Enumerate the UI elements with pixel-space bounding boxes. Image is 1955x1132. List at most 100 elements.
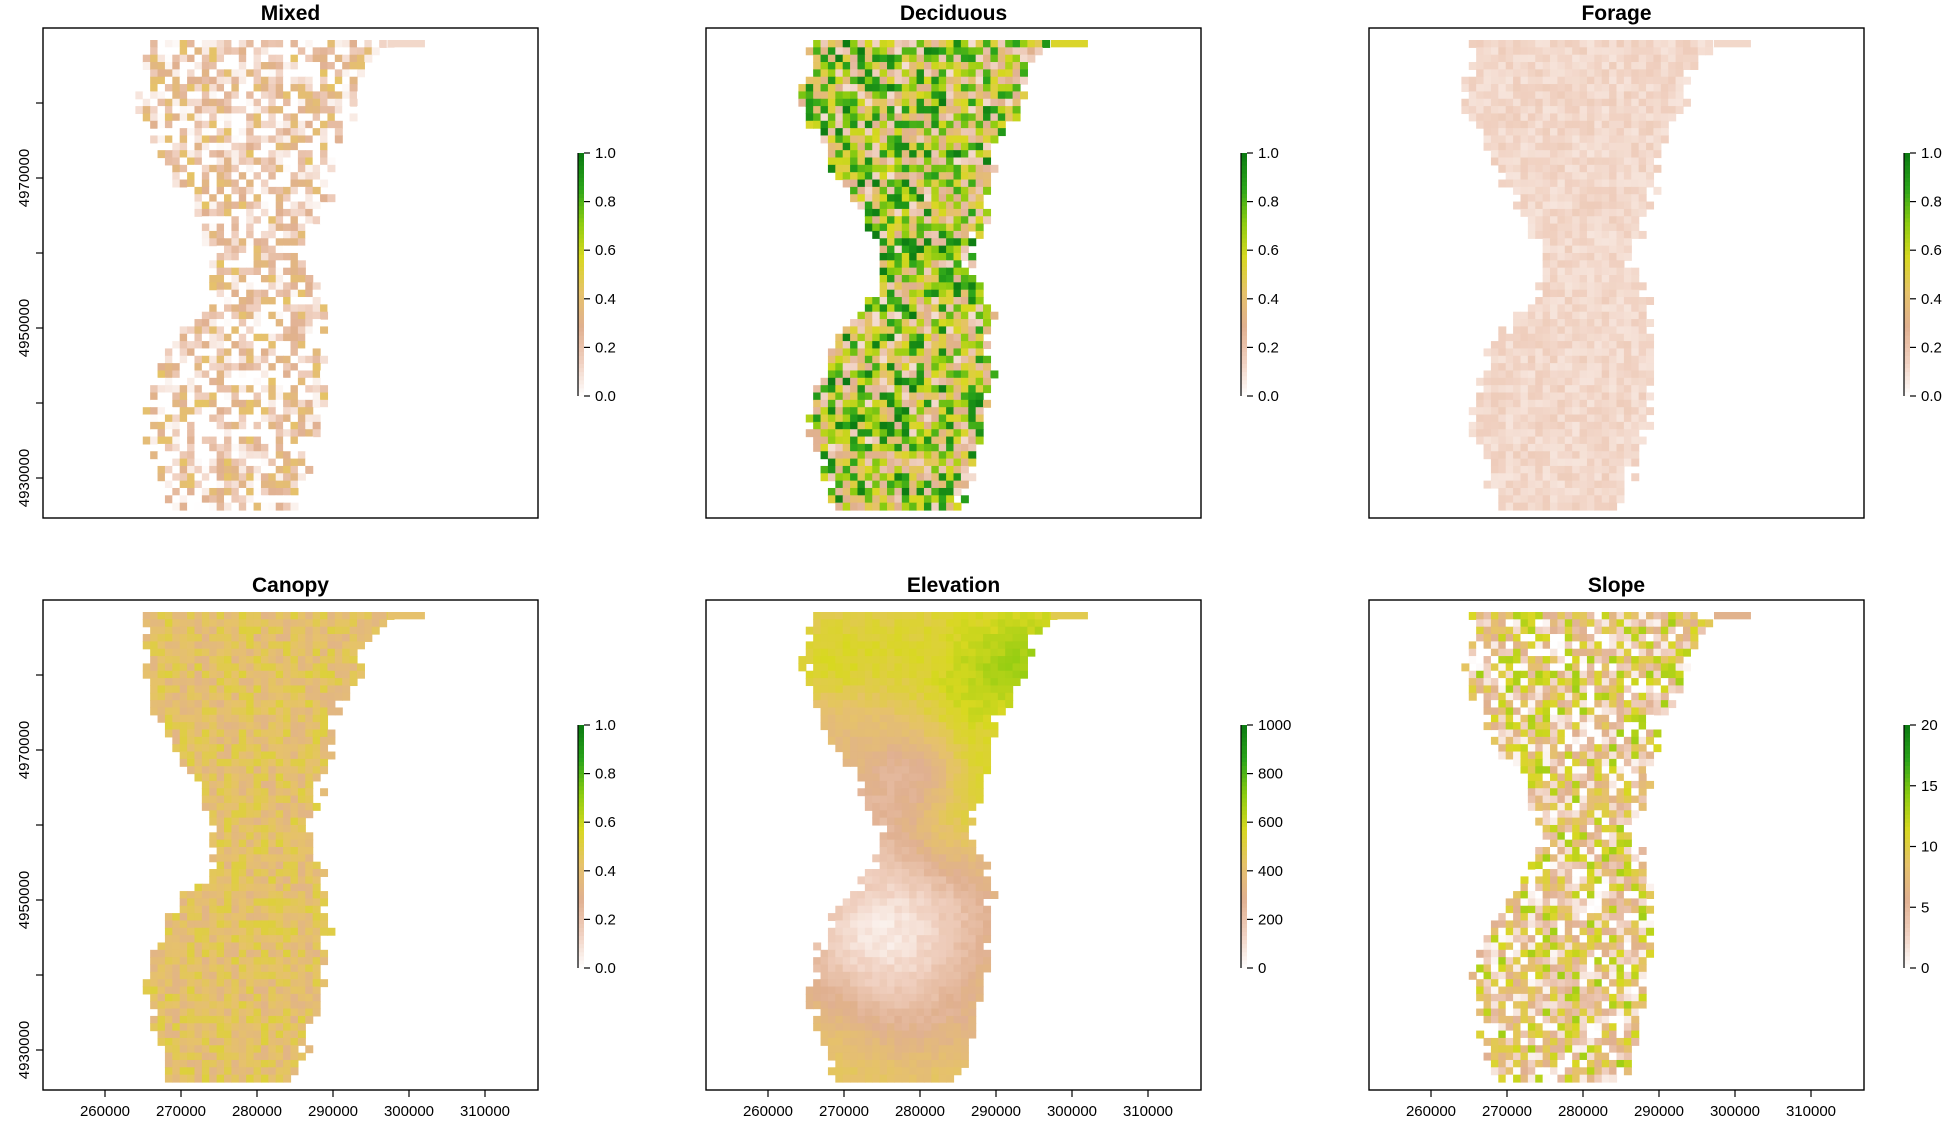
raster-cell — [283, 216, 292, 225]
raster-cell — [1542, 319, 1551, 327]
raster-cell — [813, 436, 822, 445]
raster-cell — [305, 656, 314, 664]
raster-cell — [820, 473, 829, 482]
raster-cell — [1527, 414, 1536, 423]
raster-cell — [916, 252, 925, 261]
raster-cell — [268, 773, 277, 782]
raster-cell — [253, 69, 262, 78]
raster-cell — [1586, 348, 1595, 357]
raster-cell — [923, 252, 932, 261]
raster-cell — [209, 641, 218, 650]
raster-cell — [320, 707, 329, 716]
raster-cell — [960, 47, 969, 56]
raster-cell — [231, 363, 240, 372]
raster-cell — [1697, 47, 1706, 56]
raster-cell — [164, 392, 173, 401]
raster-cell — [864, 157, 873, 166]
raster-cell — [960, 172, 969, 181]
raster-cell — [164, 106, 173, 115]
raster-cell — [209, 326, 218, 335]
raster-cell — [231, 656, 240, 664]
raster-cell — [1638, 164, 1647, 173]
raster-cell — [805, 47, 814, 56]
raster-cell — [1616, 91, 1625, 100]
raster-cell — [312, 289, 321, 298]
raster-cell — [231, 451, 240, 460]
raster-cell — [1609, 252, 1618, 261]
raster-cell — [931, 179, 940, 188]
raster-cell — [946, 62, 955, 70]
raster-cell — [938, 348, 947, 357]
raster-cell — [297, 267, 306, 276]
raster-cell — [1483, 62, 1492, 70]
raster-cell — [1550, 223, 1559, 232]
raster-cell — [283, 238, 292, 247]
raster-cell — [1572, 348, 1581, 357]
raster-cell — [253, 113, 262, 122]
raster-cell — [1520, 377, 1529, 386]
raster-cell — [238, 363, 247, 372]
raster-cell — [246, 407, 255, 416]
raster-cell — [179, 692, 188, 701]
raster-cell — [983, 172, 992, 181]
raster-cell — [209, 363, 218, 372]
raster-cell — [901, 451, 910, 460]
raster-cell — [887, 150, 896, 159]
raster-cell — [923, 297, 932, 305]
raster-cell — [260, 795, 269, 804]
raster-cell — [224, 736, 233, 745]
raster-cell — [253, 275, 262, 283]
raster-cell — [1594, 252, 1603, 261]
raster-cell — [1586, 341, 1595, 350]
raster-cell — [224, 297, 233, 305]
raster-cell — [946, 429, 955, 438]
raster-cell — [290, 619, 299, 628]
raster-cell — [157, 692, 166, 701]
raster-cell — [238, 69, 247, 78]
raster-cell — [968, 172, 977, 181]
raster-cell — [1535, 91, 1544, 100]
raster-cell — [857, 98, 866, 107]
raster-cell — [887, 487, 896, 496]
raster-cell — [1520, 84, 1529, 92]
raster-cell — [1631, 363, 1640, 372]
raster-cell — [1557, 436, 1566, 445]
raster-cell — [238, 443, 247, 452]
raster-cell — [901, 260, 910, 269]
colorbar-segment — [1241, 319, 1247, 324]
raster-cell — [1513, 385, 1522, 394]
raster-cell — [1594, 326, 1603, 335]
raster-cell — [931, 289, 940, 298]
raster-cell — [887, 392, 896, 401]
raster-cell — [1476, 69, 1485, 78]
raster-cell — [194, 392, 203, 401]
raster-cell — [164, 150, 173, 159]
raster-cell — [150, 377, 159, 386]
raster-cell — [850, 120, 859, 129]
raster-cell — [1638, 414, 1647, 423]
raster-cell — [864, 164, 873, 173]
raster-cell — [1550, 282, 1559, 291]
colorbar-segment — [578, 274, 584, 280]
raster-cell — [872, 458, 881, 467]
raster-cell — [916, 76, 925, 85]
raster-cell — [260, 179, 269, 188]
raster-cell — [253, 164, 262, 173]
raster-cell — [327, 135, 336, 144]
raster-cell — [872, 473, 881, 482]
raster-cell — [356, 626, 365, 635]
raster-cell — [312, 47, 321, 56]
raster-cell — [1557, 443, 1566, 452]
raster-cell — [179, 670, 188, 679]
raster-cell — [231, 612, 240, 620]
raster-cell — [813, 69, 822, 78]
raster-cell — [305, 208, 314, 217]
raster-cell — [216, 436, 225, 445]
raster-cell — [894, 252, 903, 261]
raster-cell — [1520, 480, 1529, 489]
raster-cell — [842, 451, 851, 460]
raster-cell — [224, 54, 233, 63]
raster-cell — [938, 98, 947, 107]
raster-cell — [305, 736, 314, 745]
raster-cell — [1535, 150, 1544, 159]
